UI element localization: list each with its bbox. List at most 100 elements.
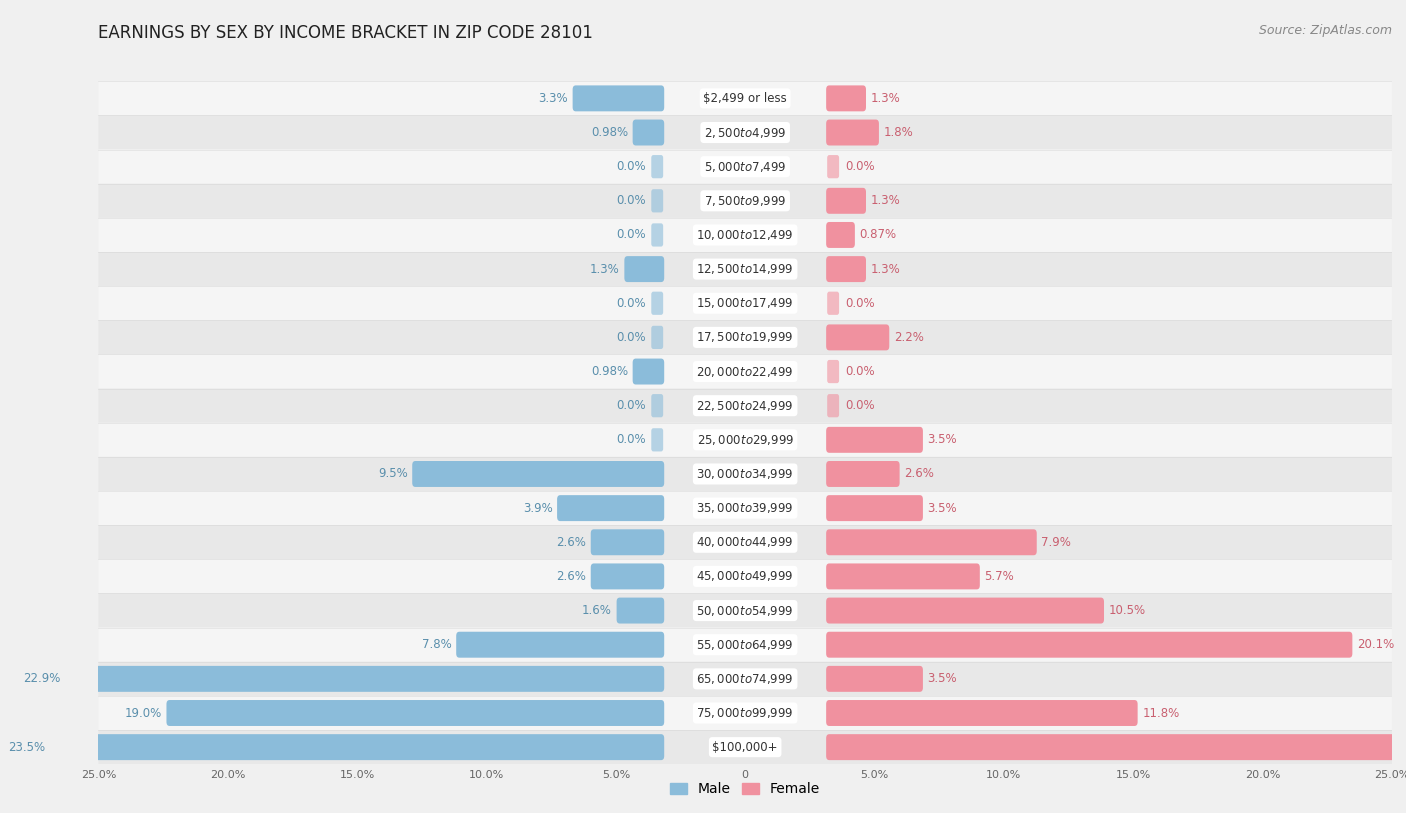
FancyBboxPatch shape — [827, 563, 980, 589]
FancyBboxPatch shape — [827, 734, 1406, 760]
Text: 0.0%: 0.0% — [616, 160, 645, 173]
Text: 10.5%: 10.5% — [1109, 604, 1146, 617]
FancyBboxPatch shape — [98, 696, 1392, 730]
FancyBboxPatch shape — [827, 120, 879, 146]
FancyBboxPatch shape — [572, 85, 664, 111]
Text: 0.0%: 0.0% — [845, 160, 875, 173]
FancyBboxPatch shape — [98, 81, 1392, 115]
FancyBboxPatch shape — [651, 224, 664, 246]
FancyBboxPatch shape — [591, 563, 664, 589]
FancyBboxPatch shape — [98, 286, 1392, 320]
Text: $10,000 to $12,499: $10,000 to $12,499 — [696, 228, 794, 242]
FancyBboxPatch shape — [651, 155, 664, 178]
Legend: Male, Female: Male, Female — [665, 776, 825, 802]
FancyBboxPatch shape — [98, 628, 1392, 662]
Text: Source: ZipAtlas.com: Source: ZipAtlas.com — [1258, 24, 1392, 37]
FancyBboxPatch shape — [651, 292, 664, 315]
Text: 2.6%: 2.6% — [904, 467, 934, 480]
Text: 22.9%: 22.9% — [24, 672, 60, 685]
FancyBboxPatch shape — [98, 354, 1392, 389]
Text: 19.0%: 19.0% — [125, 706, 162, 720]
FancyBboxPatch shape — [827, 700, 1137, 726]
Text: 11.8%: 11.8% — [1142, 706, 1180, 720]
Text: 0.0%: 0.0% — [845, 365, 875, 378]
Text: $40,000 to $44,999: $40,000 to $44,999 — [696, 535, 794, 550]
Text: 0.0%: 0.0% — [616, 297, 645, 310]
Text: $5,000 to $7,499: $5,000 to $7,499 — [704, 159, 786, 174]
FancyBboxPatch shape — [827, 598, 1104, 624]
FancyBboxPatch shape — [617, 598, 664, 624]
Text: $22,500 to $24,999: $22,500 to $24,999 — [696, 398, 794, 413]
FancyBboxPatch shape — [98, 115, 1392, 150]
FancyBboxPatch shape — [651, 189, 664, 212]
Text: 3.9%: 3.9% — [523, 502, 553, 515]
Text: 23.5%: 23.5% — [8, 741, 45, 754]
Text: 5.7%: 5.7% — [984, 570, 1014, 583]
Text: 7.9%: 7.9% — [1042, 536, 1071, 549]
Text: $55,000 to $64,999: $55,000 to $64,999 — [696, 637, 794, 652]
Text: $50,000 to $54,999: $50,000 to $54,999 — [696, 603, 794, 618]
FancyBboxPatch shape — [827, 188, 866, 214]
Text: $65,000 to $74,999: $65,000 to $74,999 — [696, 672, 794, 686]
Text: 0.0%: 0.0% — [616, 433, 645, 446]
FancyBboxPatch shape — [98, 218, 1392, 252]
FancyBboxPatch shape — [412, 461, 664, 487]
FancyBboxPatch shape — [827, 222, 855, 248]
Text: 3.5%: 3.5% — [928, 433, 957, 446]
Text: 1.3%: 1.3% — [870, 194, 900, 207]
Text: $15,000 to $17,499: $15,000 to $17,499 — [696, 296, 794, 311]
FancyBboxPatch shape — [98, 457, 1392, 491]
Text: 20.1%: 20.1% — [1357, 638, 1395, 651]
FancyBboxPatch shape — [98, 150, 1392, 184]
FancyBboxPatch shape — [651, 428, 664, 451]
FancyBboxPatch shape — [827, 85, 866, 111]
FancyBboxPatch shape — [827, 155, 839, 178]
FancyBboxPatch shape — [827, 495, 922, 521]
Text: $7,500 to $9,999: $7,500 to $9,999 — [704, 193, 786, 208]
FancyBboxPatch shape — [66, 666, 664, 692]
Text: 7.8%: 7.8% — [422, 638, 451, 651]
FancyBboxPatch shape — [827, 394, 839, 417]
FancyBboxPatch shape — [98, 593, 1392, 628]
Text: 1.6%: 1.6% — [582, 604, 612, 617]
Text: 2.6%: 2.6% — [557, 536, 586, 549]
FancyBboxPatch shape — [827, 360, 839, 383]
Text: $12,500 to $14,999: $12,500 to $14,999 — [696, 262, 794, 276]
FancyBboxPatch shape — [98, 423, 1392, 457]
FancyBboxPatch shape — [98, 559, 1392, 593]
Text: 0.0%: 0.0% — [616, 331, 645, 344]
FancyBboxPatch shape — [98, 525, 1392, 559]
FancyBboxPatch shape — [166, 700, 664, 726]
Text: 3.3%: 3.3% — [538, 92, 568, 105]
Text: 1.3%: 1.3% — [591, 263, 620, 276]
Text: 0.87%: 0.87% — [859, 228, 897, 241]
Text: $2,500 to $4,999: $2,500 to $4,999 — [704, 125, 786, 140]
FancyBboxPatch shape — [98, 252, 1392, 286]
FancyBboxPatch shape — [98, 320, 1392, 354]
FancyBboxPatch shape — [633, 359, 664, 385]
Text: $35,000 to $39,999: $35,000 to $39,999 — [696, 501, 794, 515]
FancyBboxPatch shape — [633, 120, 664, 146]
FancyBboxPatch shape — [827, 427, 922, 453]
FancyBboxPatch shape — [651, 326, 664, 349]
FancyBboxPatch shape — [651, 394, 664, 417]
FancyBboxPatch shape — [557, 495, 664, 521]
FancyBboxPatch shape — [98, 730, 1392, 764]
FancyBboxPatch shape — [827, 324, 889, 350]
Text: 0.98%: 0.98% — [591, 126, 628, 139]
Text: 0.0%: 0.0% — [845, 297, 875, 310]
Text: 2.6%: 2.6% — [557, 570, 586, 583]
Text: $25,000 to $29,999: $25,000 to $29,999 — [696, 433, 794, 447]
Text: $17,500 to $19,999: $17,500 to $19,999 — [696, 330, 794, 345]
Text: 1.3%: 1.3% — [870, 263, 900, 276]
Text: 0.0%: 0.0% — [845, 399, 875, 412]
Text: 1.3%: 1.3% — [870, 92, 900, 105]
Text: $75,000 to $99,999: $75,000 to $99,999 — [696, 706, 794, 720]
Text: 0.0%: 0.0% — [616, 228, 645, 241]
FancyBboxPatch shape — [98, 491, 1392, 525]
Text: 0.0%: 0.0% — [616, 399, 645, 412]
Text: $45,000 to $49,999: $45,000 to $49,999 — [696, 569, 794, 584]
FancyBboxPatch shape — [827, 666, 922, 692]
FancyBboxPatch shape — [456, 632, 664, 658]
Text: 1.8%: 1.8% — [883, 126, 914, 139]
